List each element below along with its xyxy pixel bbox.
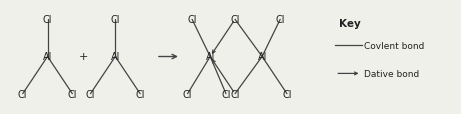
Text: Cl: Cl	[136, 89, 145, 99]
Text: Cl: Cl	[183, 89, 192, 99]
Text: Cl: Cl	[43, 15, 52, 25]
Text: Al: Al	[111, 52, 120, 62]
Text: Key: Key	[339, 19, 361, 28]
Text: Cl: Cl	[187, 15, 197, 25]
Text: Cl: Cl	[275, 15, 285, 25]
Text: Cl: Cl	[230, 15, 240, 25]
Text: Cl: Cl	[86, 89, 95, 99]
Text: +: +	[79, 52, 89, 62]
Text: Cl: Cl	[282, 89, 292, 99]
Text: Cl: Cl	[221, 89, 231, 99]
Text: Cl: Cl	[111, 15, 120, 25]
Text: Cl: Cl	[18, 89, 28, 99]
Text: Al: Al	[257, 52, 267, 62]
Text: Cl: Cl	[68, 89, 77, 99]
Text: Al: Al	[206, 52, 215, 62]
Text: Dative bond: Dative bond	[364, 69, 419, 78]
Text: Al: Al	[43, 52, 52, 62]
Text: Covlent bond: Covlent bond	[364, 41, 424, 50]
Text: Cl: Cl	[230, 89, 240, 99]
